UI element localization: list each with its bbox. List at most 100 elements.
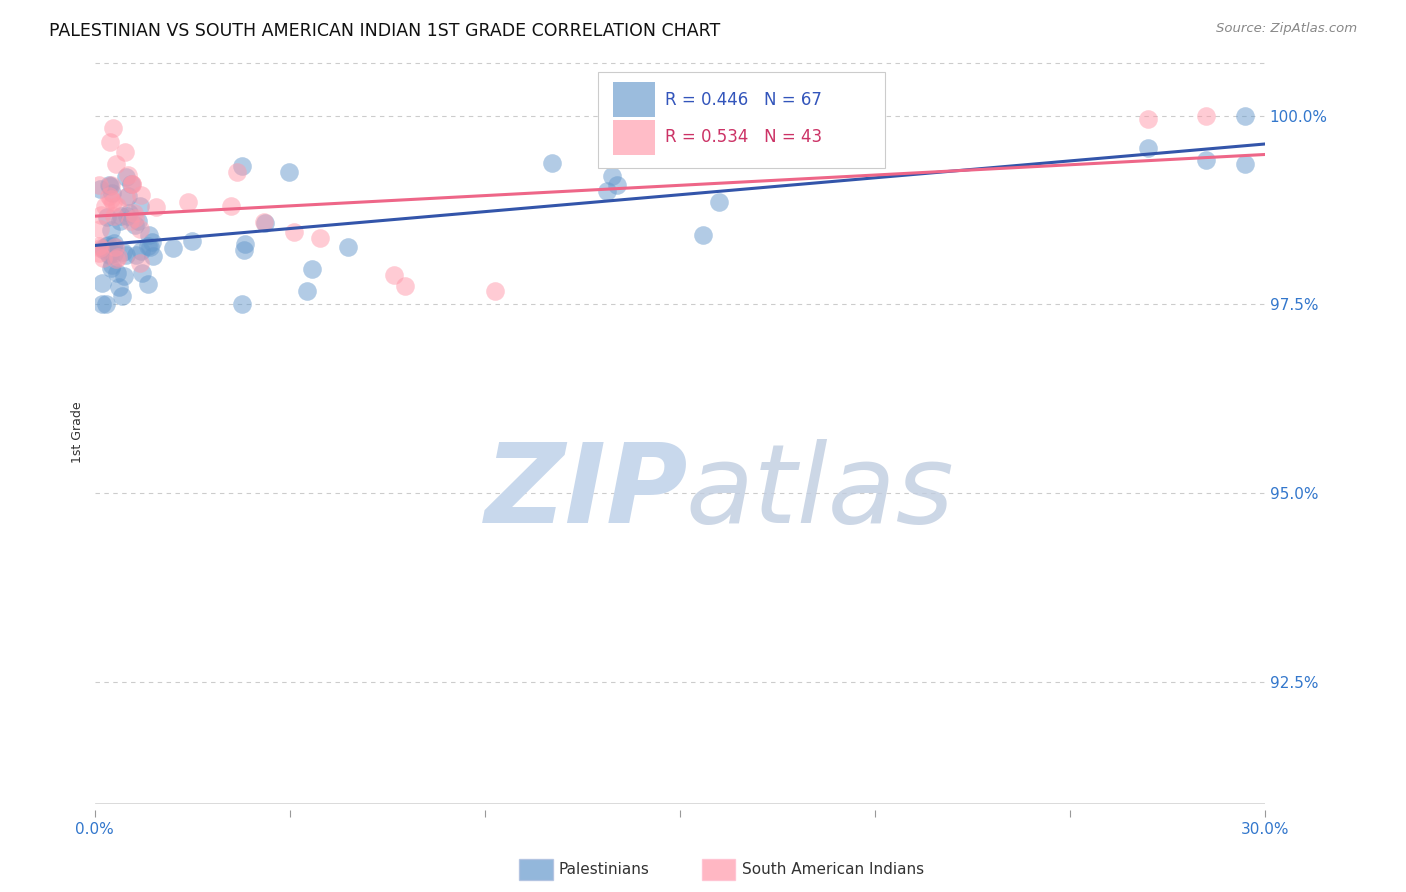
Point (105, 266, 128, 280)
Point (124, 211, 146, 225)
Point (283, 225, 305, 239)
Point (231, 296, 253, 310)
Point (101, 258, 124, 272)
Y-axis label: 1st Grade: 1st Grade (72, 401, 84, 464)
Point (89, 222, 111, 236)
Point (87, 178, 110, 193)
Point (124, 247, 146, 261)
Point (180, 234, 202, 248)
Point (1195, 153, 1218, 167)
Text: ZIP: ZIP (485, 440, 688, 547)
Text: Source: ZipAtlas.com: Source: ZipAtlas.com (1216, 22, 1357, 36)
Point (97, 189, 120, 203)
Point (118, 213, 141, 227)
Point (97, 247, 120, 261)
Text: Palestinians: Palestinians (558, 863, 650, 877)
Point (131, 187, 153, 202)
Point (100, 223, 122, 237)
Point (100, 186, 122, 201)
Point (112, 244, 135, 259)
Point (115, 169, 138, 184)
Point (278, 165, 301, 179)
Text: PALESTINIAN VS SOUTH AMERICAN INDIAN 1ST GRADE CORRELATION CHART: PALESTINIAN VS SOUTH AMERICAN INDIAN 1ST… (49, 22, 720, 40)
Point (91, 297, 114, 311)
Point (91, 241, 114, 255)
Point (141, 235, 163, 250)
Point (93, 244, 115, 258)
Point (129, 256, 152, 270)
Point (1136, 112, 1159, 127)
Point (117, 206, 139, 220)
Point (94, 238, 117, 252)
Point (139, 240, 162, 254)
Point (232, 243, 254, 257)
Point (105, 199, 128, 213)
Point (233, 237, 256, 252)
Point (124, 218, 146, 232)
Text: atlas: atlas (686, 440, 955, 547)
Point (112, 268, 135, 283)
Point (97, 178, 120, 192)
Point (136, 239, 159, 253)
Point (114, 145, 136, 160)
Point (110, 209, 132, 223)
Point (336, 239, 359, 253)
Point (382, 268, 405, 283)
Point (117, 189, 139, 203)
Point (136, 277, 159, 291)
Point (225, 165, 247, 179)
Point (97, 247, 120, 261)
Point (101, 194, 124, 209)
Text: South American Indians: South American Indians (742, 863, 925, 877)
Point (100, 178, 122, 193)
Point (145, 200, 167, 214)
Point (1195, 109, 1218, 123)
Point (117, 168, 139, 182)
Point (129, 221, 152, 235)
Point (596, 184, 619, 198)
Point (177, 195, 200, 210)
Point (692, 228, 714, 243)
Point (103, 235, 125, 250)
Point (121, 178, 143, 192)
Point (103, 246, 125, 260)
Point (100, 244, 122, 259)
Point (309, 231, 332, 245)
Point (128, 199, 150, 213)
Point (91, 276, 114, 290)
Point (122, 206, 145, 220)
Point (1234, 109, 1257, 123)
Point (221, 199, 243, 213)
Point (707, 195, 730, 210)
Point (297, 285, 319, 299)
Text: R = 0.534   N = 43: R = 0.534 N = 43 (665, 128, 821, 146)
Point (103, 239, 125, 253)
Point (111, 288, 134, 302)
Point (254, 215, 277, 229)
Point (142, 249, 165, 263)
Text: R = 0.446   N = 67: R = 0.446 N = 67 (665, 91, 821, 109)
Point (115, 248, 138, 262)
Point (104, 252, 127, 266)
Point (231, 159, 253, 173)
Point (107, 250, 129, 264)
Point (96, 211, 118, 225)
Point (1136, 141, 1159, 155)
Point (301, 262, 323, 277)
Point (94, 297, 117, 311)
FancyBboxPatch shape (613, 120, 655, 155)
Point (129, 244, 152, 259)
Point (98, 135, 121, 149)
Point (100, 260, 122, 275)
FancyBboxPatch shape (598, 71, 884, 169)
Point (103, 239, 125, 253)
Point (103, 209, 125, 223)
Point (108, 279, 131, 293)
Point (1234, 157, 1257, 171)
Point (108, 214, 131, 228)
Point (89, 246, 111, 260)
Point (90, 208, 112, 222)
Point (253, 214, 276, 228)
Point (127, 214, 149, 228)
Point (600, 169, 623, 183)
